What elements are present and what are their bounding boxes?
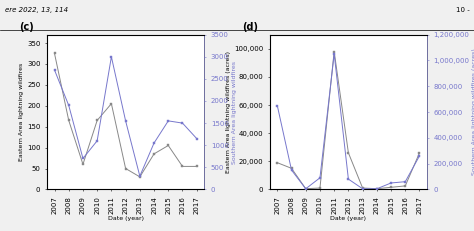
Y-axis label: Eastern Area lightning wildfires: Eastern Area lightning wildfires (19, 63, 24, 161)
Text: ere 2022, 13, 114: ere 2022, 13, 114 (5, 7, 68, 13)
Y-axis label: Eastern Area lightning wildfires (acres): Eastern Area lightning wildfires (acres) (226, 51, 231, 173)
Text: (d): (d) (242, 21, 258, 32)
Y-axis label: Southern Area lightning wildfires: Southern Area lightning wildfires (231, 61, 237, 164)
Text: (c): (c) (19, 21, 34, 32)
X-axis label: Date (year): Date (year) (330, 216, 366, 221)
Y-axis label: Southern Area lightning wildfires (acres): Southern Area lightning wildfires (acres… (472, 49, 474, 175)
Text: 10 -: 10 - (456, 7, 469, 13)
X-axis label: Date (year): Date (year) (108, 216, 144, 221)
